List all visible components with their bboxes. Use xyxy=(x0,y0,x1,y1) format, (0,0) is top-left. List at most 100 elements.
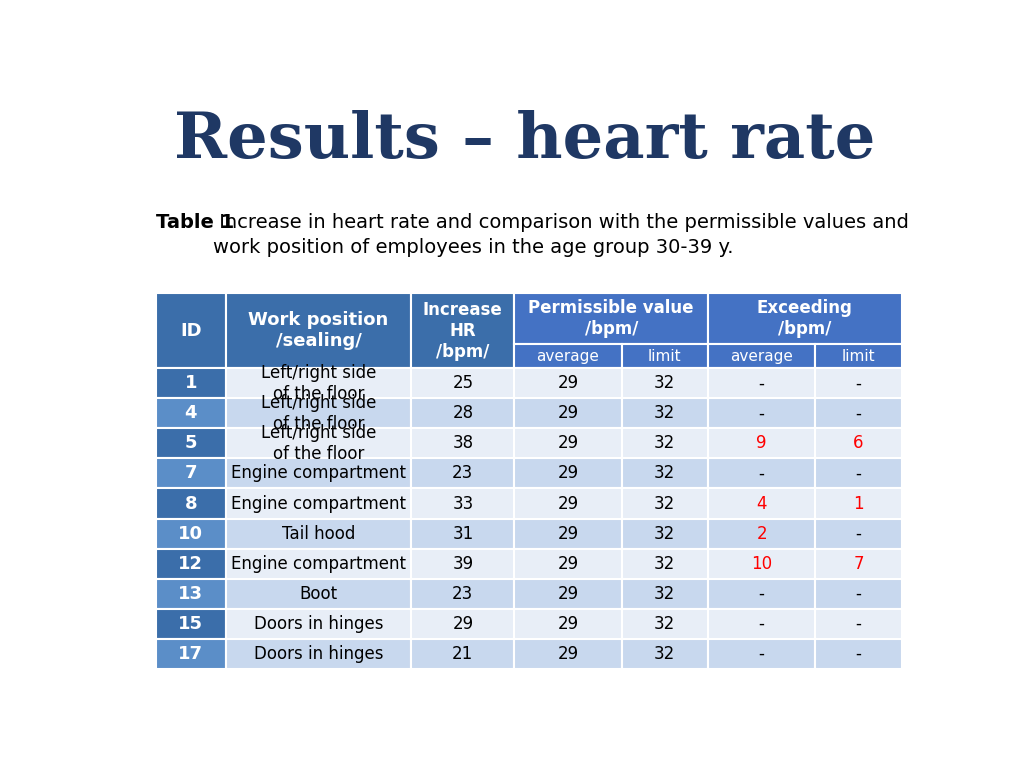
FancyBboxPatch shape xyxy=(815,548,902,578)
FancyBboxPatch shape xyxy=(156,399,226,429)
Text: 10: 10 xyxy=(751,554,772,573)
FancyBboxPatch shape xyxy=(815,518,902,548)
Text: 29: 29 xyxy=(557,374,579,392)
FancyBboxPatch shape xyxy=(514,488,622,518)
FancyBboxPatch shape xyxy=(412,488,514,518)
FancyBboxPatch shape xyxy=(156,578,226,609)
FancyBboxPatch shape xyxy=(622,458,708,488)
FancyBboxPatch shape xyxy=(622,578,708,609)
FancyBboxPatch shape xyxy=(412,293,514,369)
FancyBboxPatch shape xyxy=(226,399,412,429)
FancyBboxPatch shape xyxy=(514,399,622,429)
FancyBboxPatch shape xyxy=(514,578,622,609)
Text: 29: 29 xyxy=(557,644,579,663)
FancyBboxPatch shape xyxy=(514,609,622,639)
Text: 25: 25 xyxy=(453,374,473,392)
FancyBboxPatch shape xyxy=(412,518,514,548)
Text: 32: 32 xyxy=(654,405,676,422)
Text: -: - xyxy=(855,374,861,392)
Text: -: - xyxy=(759,374,765,392)
Text: 32: 32 xyxy=(654,554,676,573)
Text: -: - xyxy=(759,584,765,603)
Text: Increase in heart rate and comparison with the permissible values and
work posit: Increase in heart rate and comparison wi… xyxy=(213,214,908,257)
Text: 32: 32 xyxy=(654,525,676,542)
FancyBboxPatch shape xyxy=(514,458,622,488)
FancyBboxPatch shape xyxy=(226,429,412,458)
Text: 32: 32 xyxy=(654,584,676,603)
FancyBboxPatch shape xyxy=(622,518,708,548)
Text: 13: 13 xyxy=(178,584,204,603)
FancyBboxPatch shape xyxy=(226,518,412,548)
FancyBboxPatch shape xyxy=(226,488,412,518)
Text: 29: 29 xyxy=(557,584,579,603)
FancyBboxPatch shape xyxy=(156,518,226,548)
Text: Doors in hinges: Doors in hinges xyxy=(254,644,383,663)
FancyBboxPatch shape xyxy=(412,429,514,458)
Text: Left/right side
of the floor: Left/right side of the floor xyxy=(261,394,376,433)
FancyBboxPatch shape xyxy=(622,609,708,639)
FancyBboxPatch shape xyxy=(622,399,708,429)
FancyBboxPatch shape xyxy=(226,609,412,639)
Text: 6: 6 xyxy=(853,435,863,452)
FancyBboxPatch shape xyxy=(708,293,902,344)
Text: 7: 7 xyxy=(184,465,197,482)
Text: -: - xyxy=(855,614,861,633)
Text: 2: 2 xyxy=(757,525,767,542)
Text: Results – heart rate: Results – heart rate xyxy=(174,110,876,171)
FancyBboxPatch shape xyxy=(226,369,412,399)
FancyBboxPatch shape xyxy=(226,578,412,609)
FancyBboxPatch shape xyxy=(226,458,412,488)
FancyBboxPatch shape xyxy=(815,399,902,429)
Text: 17: 17 xyxy=(178,644,204,663)
Text: 29: 29 xyxy=(557,405,579,422)
Text: 29: 29 xyxy=(453,614,473,633)
FancyBboxPatch shape xyxy=(815,344,902,369)
Text: 5: 5 xyxy=(184,435,197,452)
Text: -: - xyxy=(759,644,765,663)
Text: 29: 29 xyxy=(557,465,579,482)
FancyBboxPatch shape xyxy=(815,458,902,488)
FancyBboxPatch shape xyxy=(156,609,226,639)
FancyBboxPatch shape xyxy=(815,578,902,609)
FancyBboxPatch shape xyxy=(412,639,514,669)
Text: 38: 38 xyxy=(453,435,473,452)
FancyBboxPatch shape xyxy=(156,639,226,669)
FancyBboxPatch shape xyxy=(708,488,815,518)
Text: -: - xyxy=(855,405,861,422)
FancyBboxPatch shape xyxy=(156,293,226,369)
Text: -: - xyxy=(855,584,861,603)
Text: Increase
HR
/bpm/: Increase HR /bpm/ xyxy=(423,301,503,360)
Text: 32: 32 xyxy=(654,614,676,633)
FancyBboxPatch shape xyxy=(412,399,514,429)
Text: average: average xyxy=(537,349,599,363)
Text: Table 1: Table 1 xyxy=(156,214,234,233)
Text: 8: 8 xyxy=(184,495,198,512)
Text: -: - xyxy=(855,465,861,482)
FancyBboxPatch shape xyxy=(708,458,815,488)
FancyBboxPatch shape xyxy=(708,548,815,578)
FancyBboxPatch shape xyxy=(514,429,622,458)
Text: 1: 1 xyxy=(184,374,197,392)
FancyBboxPatch shape xyxy=(156,488,226,518)
Text: 29: 29 xyxy=(557,495,579,512)
FancyBboxPatch shape xyxy=(156,458,226,488)
FancyBboxPatch shape xyxy=(815,429,902,458)
FancyBboxPatch shape xyxy=(514,639,622,669)
FancyBboxPatch shape xyxy=(514,518,622,548)
Text: 12: 12 xyxy=(178,554,204,573)
Text: limit: limit xyxy=(648,349,682,363)
Text: 23: 23 xyxy=(453,584,473,603)
FancyBboxPatch shape xyxy=(622,548,708,578)
Text: -: - xyxy=(855,525,861,542)
FancyBboxPatch shape xyxy=(412,458,514,488)
FancyBboxPatch shape xyxy=(514,344,622,369)
Text: 29: 29 xyxy=(557,435,579,452)
Text: 29: 29 xyxy=(557,614,579,633)
FancyBboxPatch shape xyxy=(514,293,708,344)
FancyBboxPatch shape xyxy=(412,369,514,399)
Text: 29: 29 xyxy=(557,525,579,542)
Text: 9: 9 xyxy=(757,435,767,452)
Text: Left/right side
of the floor: Left/right side of the floor xyxy=(261,364,376,402)
Text: -: - xyxy=(759,465,765,482)
Text: Engine compartment: Engine compartment xyxy=(231,495,407,512)
